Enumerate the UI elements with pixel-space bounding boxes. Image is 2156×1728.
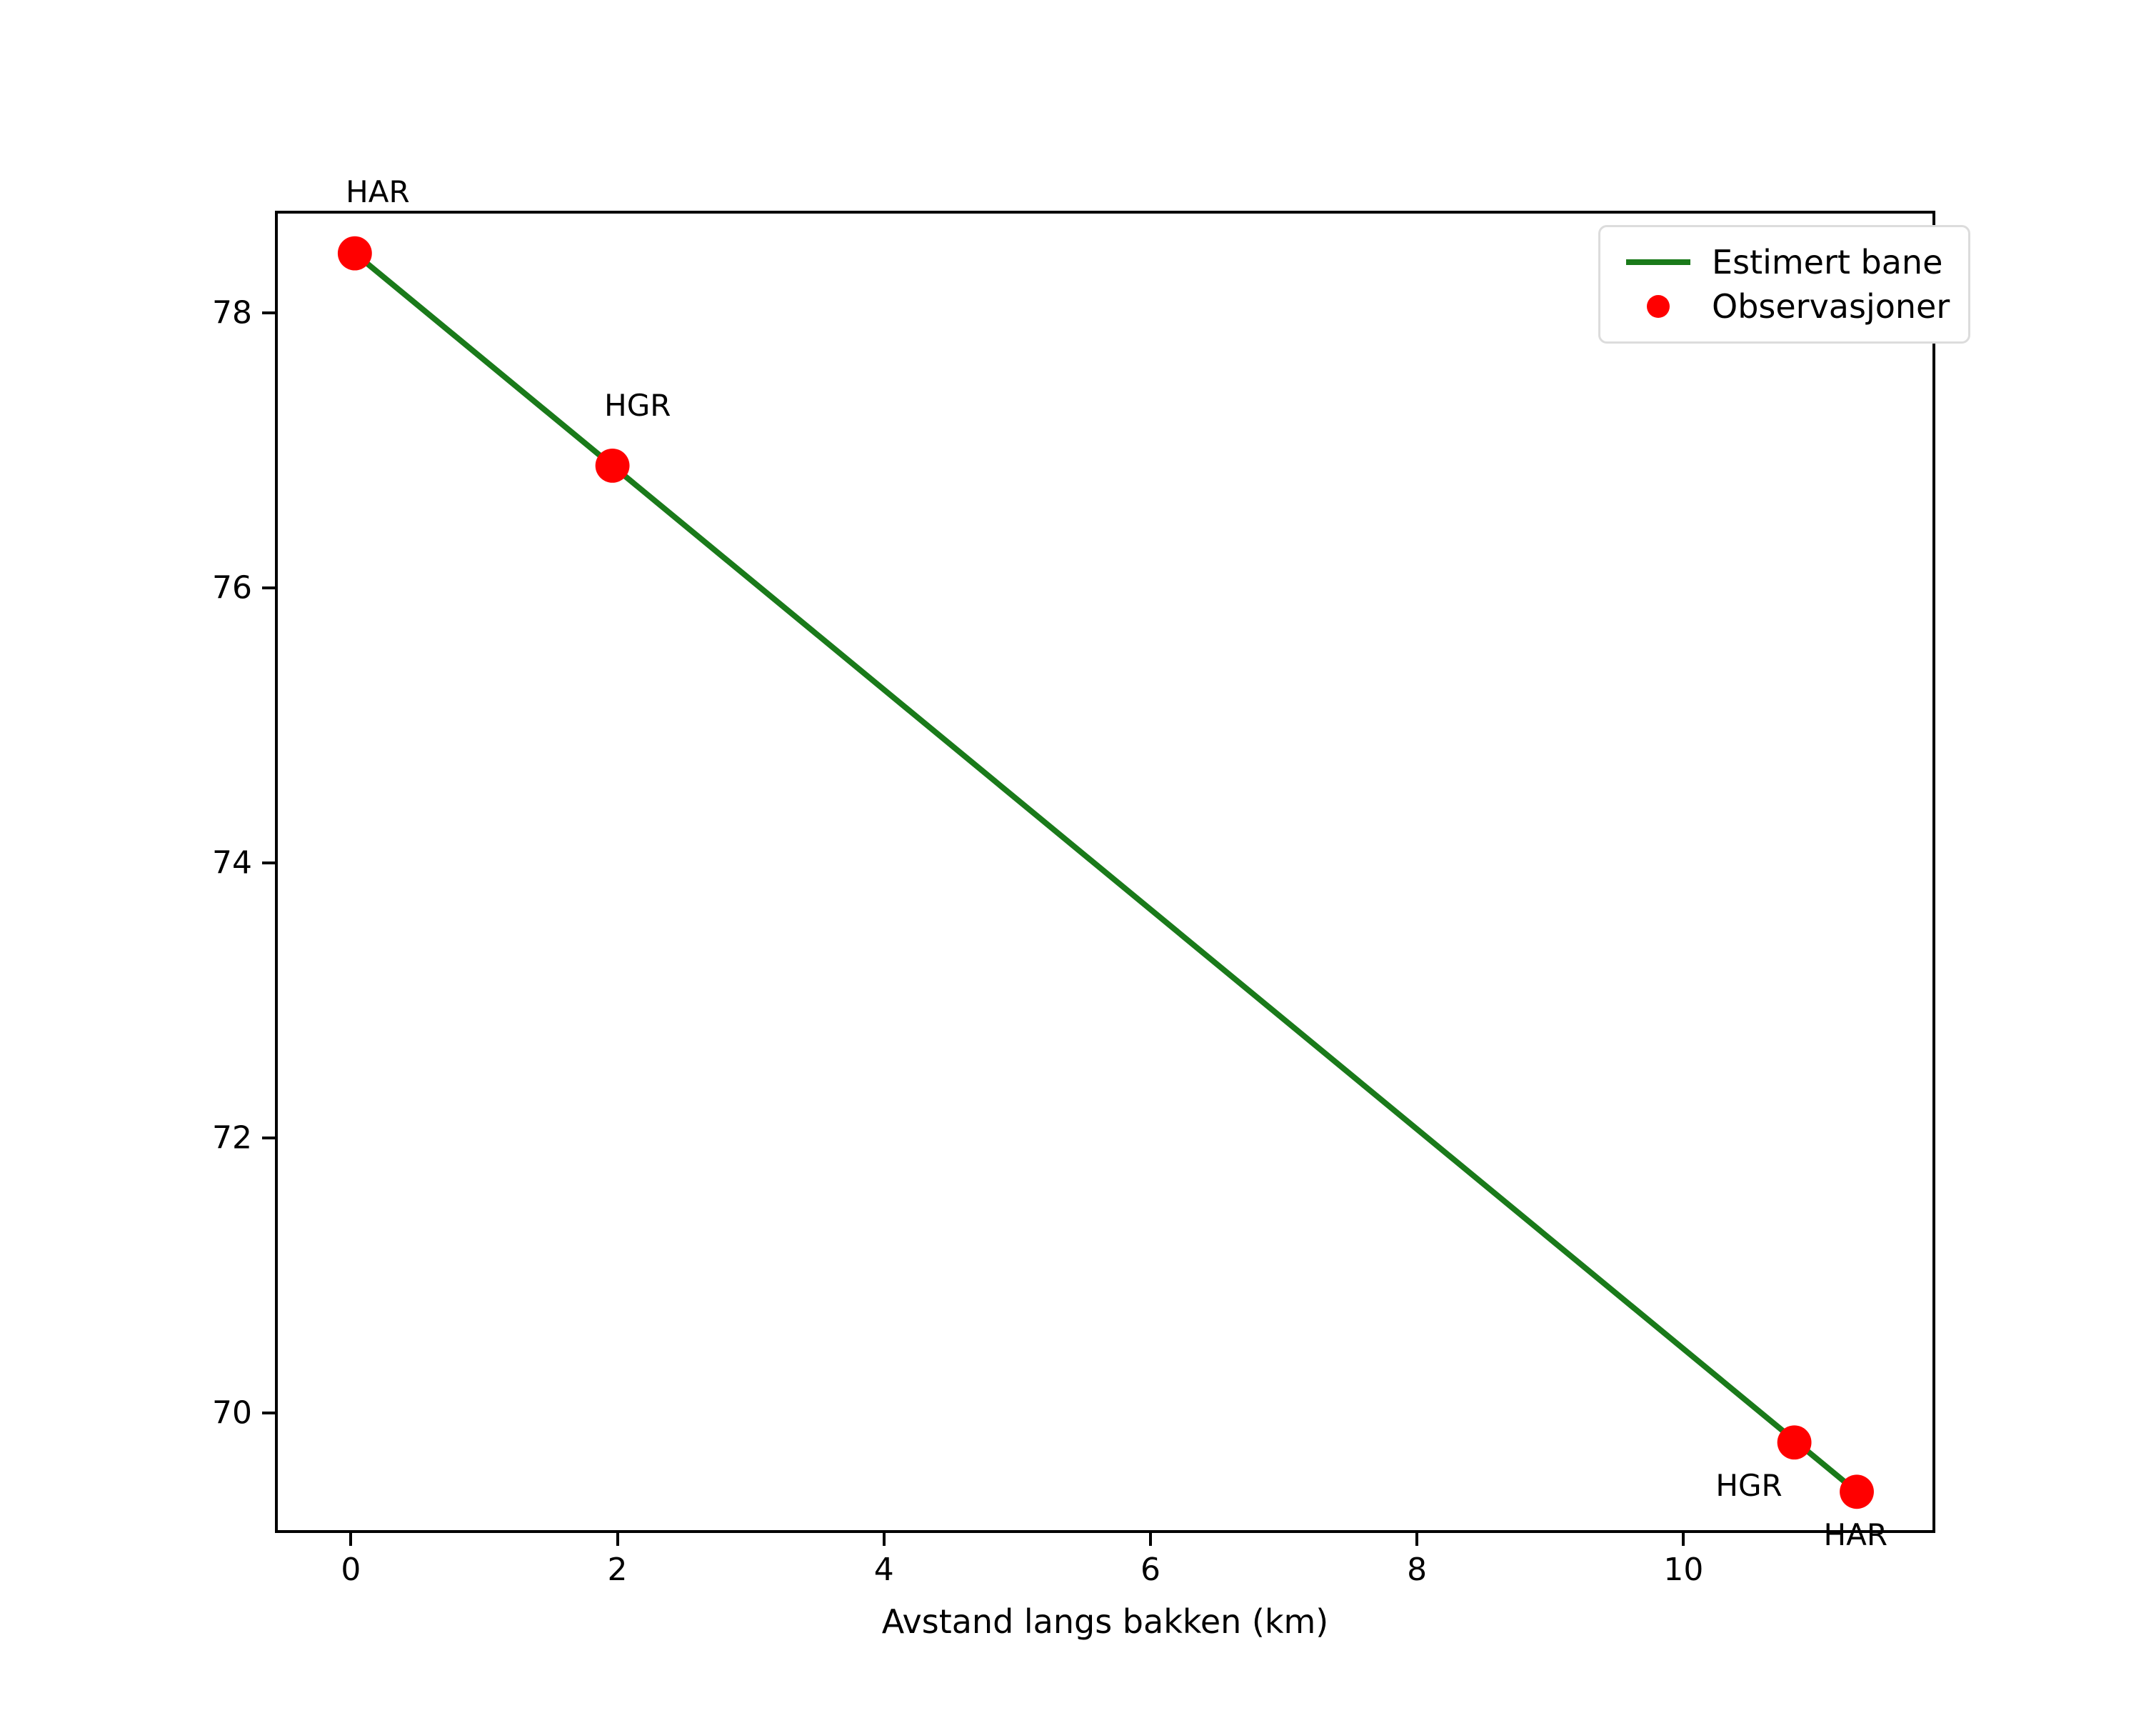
x-tick-label: 2: [607, 1552, 628, 1588]
x-tick-label: 10: [1663, 1552, 1704, 1588]
observation-point[interactable]: [1840, 1474, 1874, 1509]
y-tick-label: 78: [212, 294, 252, 331]
y-tick-label: 76: [212, 569, 252, 606]
observation-point-label: HAR: [1823, 1517, 1888, 1553]
x-tick-mark: [1148, 1533, 1152, 1546]
plot-svg: [337, 236, 1874, 1509]
x-tick-label: 6: [1140, 1552, 1160, 1588]
plot-area: HAR HGR HGR HAR: [275, 174, 1935, 1552]
observation-point-label: HAR: [346, 174, 410, 210]
y-tick-label: 70: [212, 1394, 252, 1432]
x-tick-label: 4: [873, 1552, 894, 1588]
x-tick-label: 8: [1407, 1552, 1428, 1588]
legend-label-estimert-bane: Estimert bane: [1712, 243, 1943, 281]
x-tick-mark: [882, 1533, 886, 1546]
y-tick-mark: [262, 861, 275, 864]
legend-box[interactable]: Estimert bane Observasjoner: [1598, 225, 1971, 344]
x-tick-mark: [349, 1533, 353, 1546]
observation-point[interactable]: [595, 448, 630, 483]
observation-point[interactable]: [337, 236, 372, 271]
observation-point-label: HGR: [1715, 1467, 1783, 1503]
x-tick-mark: [616, 1533, 619, 1546]
x-axis-label: Avstand langs bakken (km): [881, 1602, 1329, 1641]
observation-point-label: HGR: [604, 387, 671, 423]
legend-label-observasjoner: Observasjoner: [1712, 287, 1950, 326]
x-tick-label: 0: [341, 1552, 361, 1588]
x-tick-mark: [1682, 1533, 1685, 1546]
x-tick-mark: [1415, 1533, 1419, 1546]
observation-point[interactable]: [1777, 1425, 1812, 1460]
legend-line-swatch: [1616, 259, 1700, 265]
y-tick-mark: [262, 311, 275, 314]
y-tick-mark: [262, 586, 275, 589]
legend-dot-swatch: [1616, 295, 1700, 318]
y-tick-mark: [262, 1412, 275, 1415]
y-tick-label: 72: [212, 1119, 252, 1157]
estimert-bane-line-layer: [355, 254, 1857, 1492]
estimert-bane-line: [355, 254, 1857, 1492]
legend-entry-observasjoner[interactable]: Observasjoner: [1616, 284, 1950, 329]
observasjoner-point-layer: [337, 236, 1874, 1509]
y-tick-mark: [262, 1137, 275, 1140]
y-tick-label: 74: [212, 844, 252, 882]
legend-entry-estimert-bane[interactable]: Estimert bane: [1616, 240, 1950, 284]
